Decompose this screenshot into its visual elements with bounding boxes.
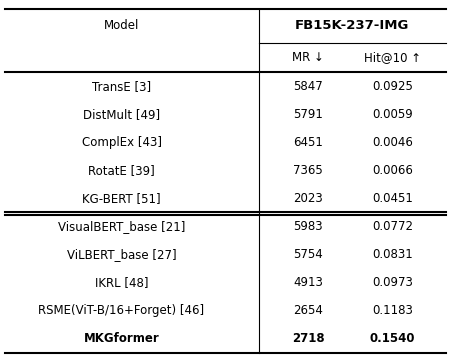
Text: 0.0066: 0.0066 (372, 164, 413, 177)
Text: ViLBERT_base [27]: ViLBERT_base [27] (67, 248, 176, 261)
Text: 0.1183: 0.1183 (372, 304, 413, 317)
Text: 0.0046: 0.0046 (372, 136, 413, 149)
Text: DistMult [49]: DistMult [49] (83, 108, 160, 121)
Text: Model: Model (104, 19, 139, 33)
Text: 4913: 4913 (293, 276, 323, 289)
Text: VisualBERT_base [21]: VisualBERT_base [21] (58, 220, 185, 233)
Text: 0.0772: 0.0772 (372, 220, 413, 233)
Text: 6451: 6451 (293, 136, 323, 149)
Text: 0.0925: 0.0925 (372, 80, 413, 93)
Text: 2654: 2654 (293, 304, 323, 317)
Text: Hit@10 ↑: Hit@10 ↑ (364, 51, 421, 64)
Text: 5791: 5791 (293, 108, 323, 121)
Text: KG-BERT [51]: KG-BERT [51] (82, 192, 161, 205)
Text: 2718: 2718 (292, 332, 324, 345)
Text: 0.0831: 0.0831 (372, 248, 413, 261)
Text: 0.0451: 0.0451 (372, 192, 413, 205)
Text: 5847: 5847 (293, 80, 323, 93)
Text: ComplEx [43]: ComplEx [43] (81, 136, 162, 149)
Text: 0.0973: 0.0973 (372, 276, 413, 289)
Text: MR ↓: MR ↓ (292, 51, 324, 64)
Text: FB15K-237-IMG: FB15K-237-IMG (295, 19, 410, 33)
Text: RotatE [39]: RotatE [39] (88, 164, 155, 177)
Text: 7365: 7365 (293, 164, 323, 177)
Text: MKGformer: MKGformer (84, 332, 159, 345)
Text: 0.0059: 0.0059 (372, 108, 413, 121)
Text: RSME(ViT-B/16+Forget) [46]: RSME(ViT-B/16+Forget) [46] (38, 304, 205, 317)
Text: 5754: 5754 (293, 248, 323, 261)
Text: 2023: 2023 (293, 192, 323, 205)
Text: TransE [3]: TransE [3] (92, 80, 151, 93)
Text: IKRL [48]: IKRL [48] (95, 276, 148, 289)
Text: 5983: 5983 (293, 220, 323, 233)
Text: 0.1540: 0.1540 (369, 332, 415, 345)
